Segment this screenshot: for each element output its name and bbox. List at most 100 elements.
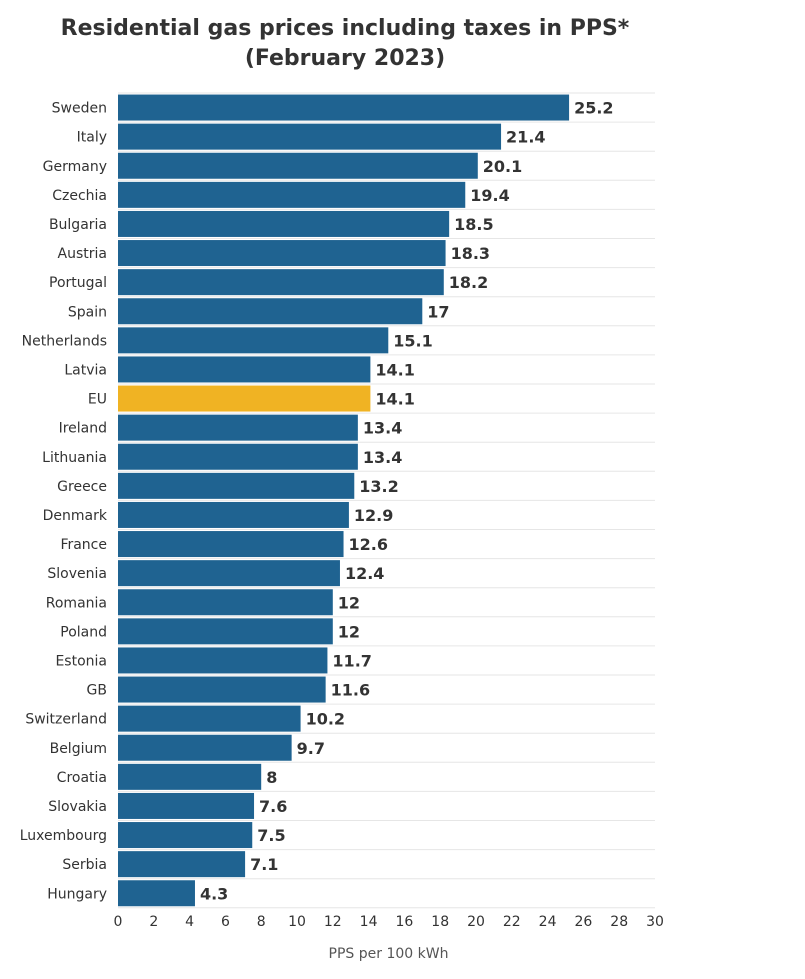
bar-france (118, 531, 344, 558)
x-tick-label: 24 (539, 914, 557, 930)
category-label-romania: Romania (46, 595, 107, 611)
category-label-serbia: Serbia (62, 857, 107, 873)
bar-slovakia (118, 792, 255, 819)
category-label-belgium: Belgium (50, 741, 107, 757)
x-tick-label: 16 (395, 914, 413, 930)
category-label-lithuania: Lithuania (42, 450, 107, 466)
category-label-portugal: Portugal (49, 275, 107, 291)
category-label-slovenia: Slovenia (47, 566, 107, 582)
bar-belgium (118, 734, 292, 761)
bar-portugal (118, 269, 444, 296)
value-label-switzerland: 10.2 (306, 710, 345, 729)
value-label-czechia: 19.4 (470, 186, 509, 205)
value-label-hungary: 4.3 (200, 884, 228, 903)
x-tick-label: 4 (185, 914, 194, 930)
bar-austria (118, 240, 446, 267)
x-tick-label: 28 (610, 914, 628, 930)
x-axis-ticks: 0 2 4 6 8 10 12 14 16 18 20 22 24 26 28 30 (114, 914, 664, 930)
bar-germany (118, 152, 478, 179)
category-label-netherlands: Netherlands (22, 333, 107, 349)
value-label-eu: 14.1 (375, 390, 414, 409)
category-label-czechia: Czechia (52, 188, 107, 204)
value-labels: 25.2 21.4 20.1 19.4 18.5 18.3 18.217 15.1 14.1 14… (200, 99, 614, 904)
x-tick-label: 20 (467, 914, 485, 930)
x-tick-label: 26 (574, 914, 592, 930)
value-label-denmark: 12.9 (354, 506, 393, 525)
value-label-austria: 18.3 (451, 244, 490, 263)
category-label-sweden: Sweden (52, 101, 107, 117)
bar-croatia (118, 763, 262, 790)
value-label-lithuania: 13.4 (363, 448, 402, 467)
value-label-luxembourg: 7.5 (257, 826, 285, 845)
bar-latvia (118, 356, 371, 383)
bar-romania (118, 589, 333, 616)
bar-serbia (118, 851, 246, 878)
value-label-italy: 21.4 (506, 128, 545, 147)
value-label-germany: 20.1 (483, 157, 522, 176)
category-label-slovakia: Slovakia (48, 799, 107, 815)
category-label-ireland: Ireland (59, 421, 107, 437)
value-label-portugal: 18.2 (449, 273, 488, 292)
bar-eu (118, 385, 371, 412)
x-tick-label: 6 (221, 914, 230, 930)
value-label-netherlands: 15.1 (393, 331, 432, 350)
value-label-gb: 11.6 (331, 681, 370, 700)
value-label-romania: 12 (338, 593, 360, 612)
x-tick-label: 18 (431, 914, 449, 930)
category-label-italy: Italy (77, 130, 107, 146)
category-label-germany: Germany (43, 159, 107, 175)
category-label-switzerland: Switzerland (25, 712, 107, 728)
value-label-poland: 12 (338, 622, 360, 641)
bar-bulgaria (118, 210, 450, 237)
x-tick-label: 22 (503, 914, 521, 930)
x-tick-label: 30 (646, 914, 664, 930)
bar-greece (118, 472, 355, 499)
bar-gb (118, 676, 326, 703)
category-label-austria: Austria (58, 246, 107, 262)
value-label-ireland: 13.4 (363, 419, 402, 438)
value-label-bulgaria: 18.5 (454, 215, 493, 234)
value-label-france: 12.6 (349, 535, 388, 554)
value-label-croatia: 8 (266, 768, 277, 787)
category-label-greece: Greece (57, 479, 107, 495)
x-axis-title: PPS per 100 kWh (329, 946, 449, 962)
x-tick-label: 0 (114, 914, 123, 930)
category-label-gb: GB (87, 683, 107, 699)
grid-lines (118, 92, 655, 909)
value-label-serbia: 7.1 (250, 855, 278, 874)
bar-luxembourg (118, 822, 253, 849)
bar-czechia (118, 181, 466, 208)
bar-poland (118, 618, 333, 645)
bar-italy (118, 123, 502, 150)
category-label-denmark: Denmark (43, 508, 108, 524)
bar-hungary (118, 880, 195, 907)
bar-ireland (118, 414, 358, 441)
x-tick-label: 2 (149, 914, 158, 930)
bar-lithuania (118, 443, 358, 470)
category-label-bulgaria: Bulgaria (49, 217, 107, 233)
value-label-estonia: 11.7 (332, 651, 371, 670)
x-tick-label: 12 (324, 914, 342, 930)
x-tick-label: 8 (257, 914, 266, 930)
bar-denmark (118, 501, 349, 528)
category-label-luxembourg: Luxembourg (20, 828, 107, 844)
category-label-latvia: Latvia (64, 362, 107, 378)
value-label-latvia: 14.1 (375, 360, 414, 379)
bar-sweden (118, 94, 570, 121)
bar-estonia (118, 647, 328, 674)
x-tick-label: 14 (360, 914, 378, 930)
x-tick-label: 10 (288, 914, 306, 930)
value-label-belgium: 9.7 (297, 739, 325, 758)
value-label-slovenia: 12.4 (345, 564, 384, 583)
category-label-estonia: Estonia (55, 653, 107, 669)
bar-slovenia (118, 560, 340, 587)
bars (118, 94, 570, 907)
bar-switzerland (118, 705, 301, 732)
category-label-hungary: Hungary (47, 886, 107, 902)
category-label-spain: Spain (68, 304, 107, 320)
chart-title: Residential gas prices including taxes i… (60, 16, 630, 71)
value-label-spain: 17 (427, 302, 449, 321)
bar-netherlands (118, 327, 389, 354)
